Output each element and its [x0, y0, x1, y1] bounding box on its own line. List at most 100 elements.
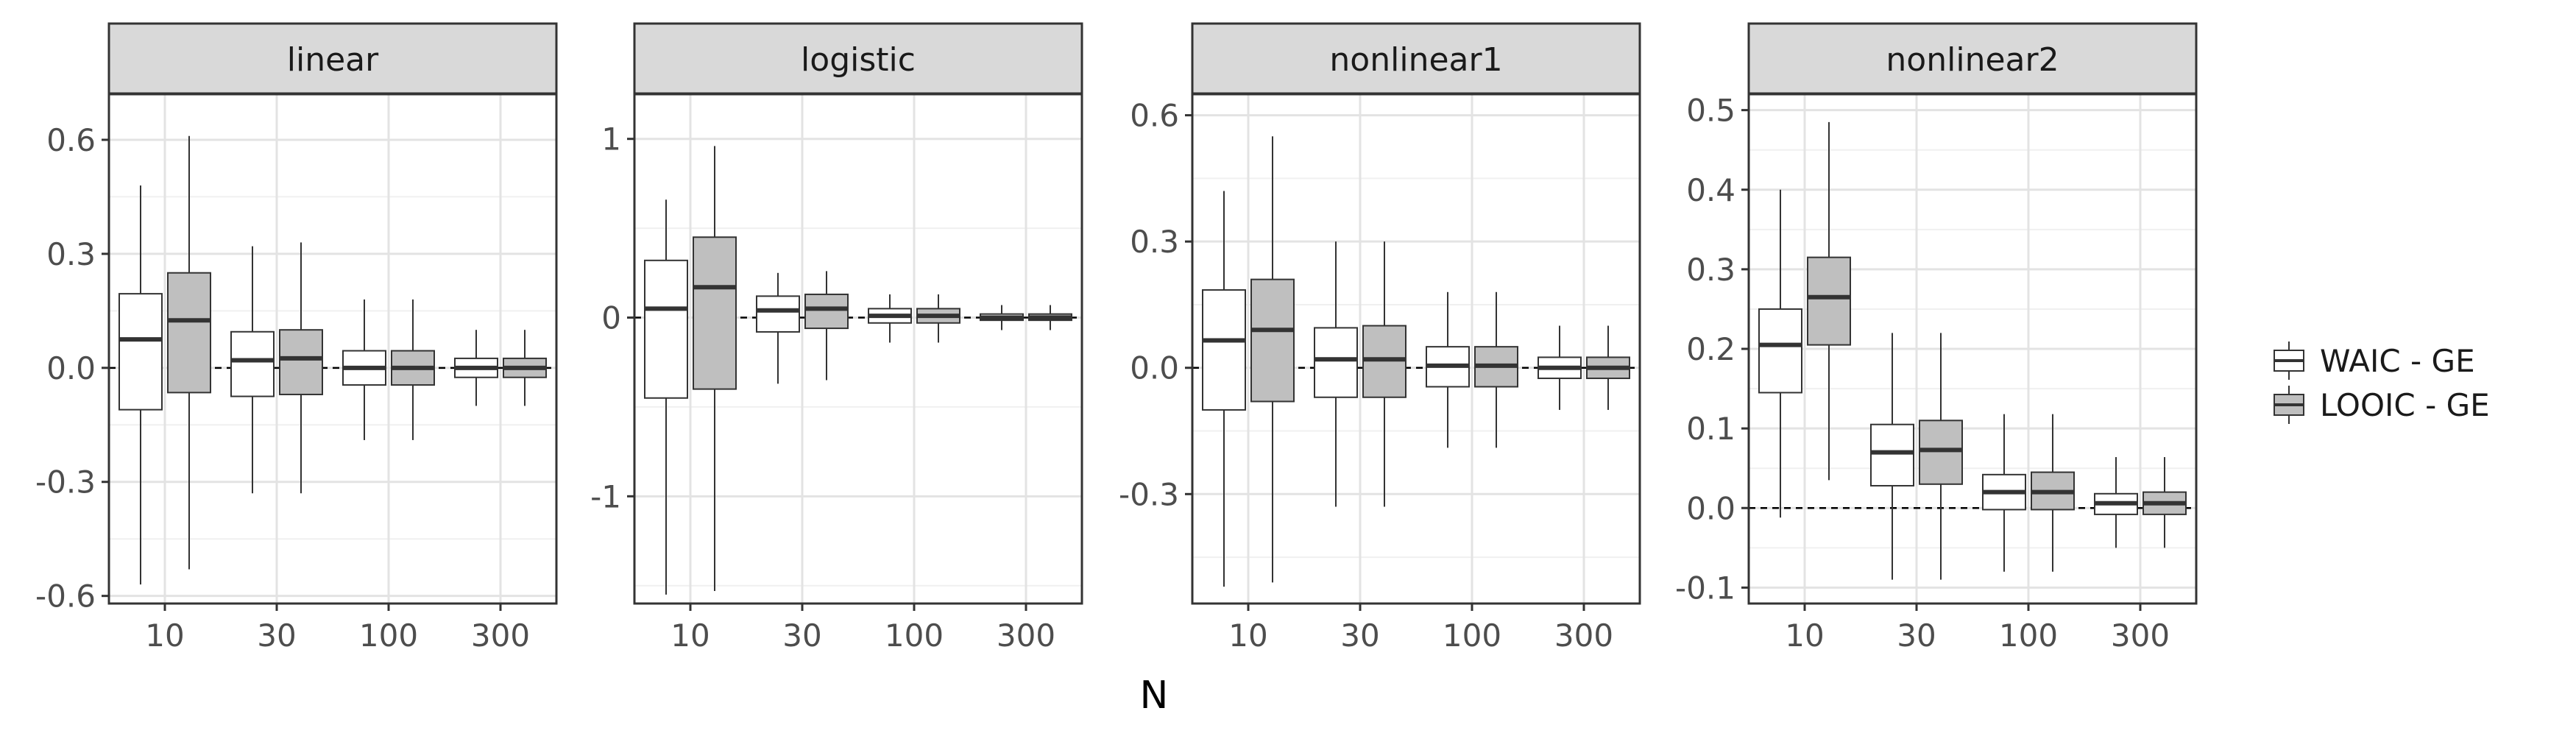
box-looic-ge-30 — [804, 271, 849, 381]
box-looic-ge-30 — [1919, 333, 1963, 580]
x-tick-label: 300 — [1554, 618, 1613, 654]
box-iqr — [118, 293, 163, 411]
x-axis-title: N — [1140, 673, 1169, 718]
legend-label: LOOIC - GE — [2320, 387, 2490, 423]
box-waic-ge-300 — [980, 305, 1024, 330]
facet-strip-label: nonlinear2 — [1886, 41, 2059, 79]
box-iqr — [1250, 278, 1295, 403]
box-waic-ge-30 — [230, 246, 275, 494]
facet-panel-linear: linear -0.6 -0.3 0.0 0.3 0.6 10 30 100 300 — [35, 22, 558, 654]
box-looic-ge-10 — [693, 146, 737, 592]
y-tick-label: 0.4 — [1686, 172, 1735, 208]
box-looic-ge-10 — [1807, 121, 1851, 481]
x-tick-label: 10 — [1228, 618, 1267, 654]
box-looic-ge-10 — [167, 135, 211, 570]
box-waic-ge-30 — [756, 272, 800, 384]
facet-strip-label: logistic — [801, 41, 916, 79]
box-waic-ge-10 — [1758, 189, 1802, 518]
box-waic-ge-10 — [1202, 191, 1246, 587]
box-iqr — [1870, 423, 1914, 486]
box-iqr — [804, 293, 849, 330]
box-looic-ge-300 — [503, 330, 547, 406]
y-tick-label: 1 — [601, 121, 621, 158]
box-iqr — [167, 272, 211, 394]
x-tick-label: 30 — [1340, 618, 1379, 654]
box-waic-ge-30 — [1870, 333, 1914, 580]
box-looic-ge-30 — [1362, 241, 1406, 507]
box-iqr — [1314, 327, 1358, 398]
box-iqr — [230, 330, 275, 397]
box-waic-ge-300 — [454, 330, 498, 406]
box-waic-ge-100 — [868, 294, 912, 343]
box-iqr — [693, 236, 737, 390]
y-tick-label: 0.2 — [1686, 331, 1735, 367]
x-tick-label: 100 — [359, 618, 418, 654]
y-tick-label: 0.6 — [1130, 98, 1179, 134]
x-tick-label: 100 — [885, 618, 944, 654]
facet-panel-nonlinear2: nonlinear2 -0.1 0.0 0.1 0.2 0.3 0.4 0.5 10 30 100 3… — [1675, 22, 2198, 654]
y-tick-label: 0.0 — [46, 350, 96, 386]
y-tick-label: 0.0 — [1130, 350, 1179, 386]
y-tick-label: 0.0 — [1686, 490, 1735, 526]
x-tick-label: 30 — [1897, 618, 1936, 654]
box-waic-ge-100 — [1426, 291, 1470, 448]
box-iqr — [1919, 420, 1963, 485]
box-looic-ge-300 — [1586, 325, 1630, 410]
box-iqr — [1202, 289, 1246, 411]
box-looic-ge-30 — [279, 242, 323, 494]
box-waic-ge-300 — [1538, 325, 1582, 410]
legend: WAIC - GE LOOIC - GE — [2274, 342, 2490, 424]
facet-strip — [1747, 22, 2198, 95]
x-tick-label: 300 — [2111, 618, 2170, 654]
facet-strip — [107, 22, 558, 95]
facet-strip — [633, 22, 1083, 95]
box-looic-ge-10 — [1250, 136, 1295, 583]
y-tick-label: 0.6 — [46, 122, 96, 158]
x-tick-label: 10 — [145, 618, 184, 654]
facet-strip — [1191, 22, 1641, 95]
panel-border — [107, 93, 558, 605]
y-tick-label: 0 — [601, 300, 621, 336]
x-tick-label: 30 — [257, 618, 296, 654]
box-waic-ge-100 — [1982, 414, 2026, 572]
x-tick-label: 10 — [1785, 618, 1824, 654]
y-tick-label: 0.3 — [1686, 252, 1735, 288]
box-waic-ge-10 — [118, 185, 163, 585]
legend-entry-1: LOOIC - GE — [2274, 386, 2490, 424]
x-tick-label: 300 — [997, 618, 1055, 654]
x-tick-label: 30 — [782, 618, 821, 654]
y-tick-label: -0.6 — [35, 578, 96, 615]
y-tick-label: 0.3 — [46, 236, 96, 272]
box-looic-ge-300 — [1028, 305, 1072, 330]
box-waic-ge-10 — [644, 199, 688, 595]
box-looic-ge-100 — [2031, 414, 2075, 572]
facet-panels: linear-0.6-0.30.00.30.610 30 100 300logisti… — [35, 22, 2198, 654]
facet-strip-label: nonlinear1 — [1329, 41, 1502, 79]
facet-panel-nonlinear1: nonlinear1 -0.3 0.0 0.3 0.6 10 30 100 300 — [1119, 22, 1641, 654]
legend-entry-0: WAIC - GE — [2274, 342, 2475, 380]
box-looic-ge-300 — [2142, 457, 2187, 548]
x-tick-label: 100 — [1999, 618, 2058, 654]
box-iqr — [1807, 256, 1851, 346]
box-iqr — [279, 329, 323, 395]
box-iqr — [1758, 308, 1802, 394]
panel-border — [1191, 93, 1641, 605]
box-looic-ge-100 — [916, 294, 960, 343]
y-tick-label: -1 — [590, 478, 621, 514]
x-tick-label: 100 — [1443, 618, 1501, 654]
box-looic-ge-100 — [391, 299, 435, 440]
y-tick-label: 0.5 — [1686, 93, 1735, 129]
panel-border — [633, 93, 1083, 605]
y-tick-label: -0.3 — [1119, 476, 1179, 512]
y-tick-label: -0.1 — [1675, 570, 1735, 606]
legend-label: WAIC - GE — [2320, 343, 2475, 379]
box-waic-ge-30 — [1314, 241, 1358, 507]
box-iqr — [644, 259, 688, 399]
facet-strip-label: linear — [287, 41, 379, 79]
box-looic-ge-100 — [1474, 291, 1518, 448]
x-tick-label: 10 — [670, 618, 710, 654]
y-tick-label: -0.3 — [35, 464, 96, 500]
box-iqr — [756, 295, 800, 333]
y-tick-label: 0.1 — [1686, 411, 1735, 447]
x-tick-label: 300 — [471, 618, 530, 654]
